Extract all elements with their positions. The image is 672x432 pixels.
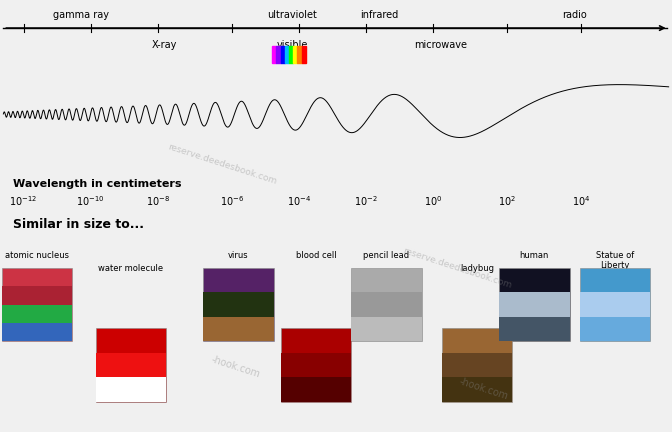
Bar <box>285 46 289 63</box>
Text: water molecule: water molecule <box>99 264 163 273</box>
Text: ultraviolet: ultraviolet <box>267 10 317 20</box>
Text: $10^{-10}$: $10^{-10}$ <box>77 194 105 208</box>
Bar <box>95 377 166 402</box>
Text: radio: radio <box>562 10 587 20</box>
Text: microwave: microwave <box>414 40 466 51</box>
Text: Similar in size to...: Similar in size to... <box>13 218 144 231</box>
Text: pencil lead: pencil lead <box>364 251 409 260</box>
Bar <box>351 268 422 341</box>
Text: $10^{0}$: $10^{0}$ <box>424 194 443 208</box>
Text: $10^{-8}$: $10^{-8}$ <box>146 194 170 208</box>
Text: $10^{-12}$: $10^{-12}$ <box>9 194 38 208</box>
Text: -hook.com: -hook.com <box>458 376 509 401</box>
Bar <box>281 377 351 402</box>
Bar <box>302 46 306 63</box>
Text: Statue of
Liberty: Statue of Liberty <box>596 251 634 270</box>
Text: $10^{-4}$: $10^{-4}$ <box>287 194 311 208</box>
Text: virus: virus <box>228 251 249 260</box>
Text: $10^{4}$: $10^{4}$ <box>572 194 591 208</box>
Bar <box>297 46 302 63</box>
Text: reserve.deedesbook.com: reserve.deedesbook.com <box>166 142 278 186</box>
Bar <box>95 353 166 377</box>
Bar <box>579 317 650 341</box>
Bar <box>442 353 512 377</box>
Bar <box>351 292 422 317</box>
Bar <box>289 46 293 63</box>
Text: blood cell: blood cell <box>296 251 336 260</box>
Text: $10^{-6}$: $10^{-6}$ <box>220 194 244 208</box>
Bar <box>203 317 274 341</box>
Bar <box>203 292 274 317</box>
Bar <box>203 268 274 341</box>
Text: human: human <box>519 251 549 260</box>
Bar <box>499 317 569 341</box>
Bar <box>95 328 166 402</box>
Bar <box>351 317 422 341</box>
Bar <box>499 292 569 317</box>
Bar <box>499 268 569 341</box>
Text: ladybug: ladybug <box>460 264 494 273</box>
Bar <box>2 305 73 323</box>
Bar <box>579 268 650 341</box>
Text: $10^{2}$: $10^{2}$ <box>499 194 516 208</box>
Bar <box>2 268 73 341</box>
Bar <box>281 46 285 63</box>
Bar <box>2 286 73 305</box>
Bar <box>442 328 512 402</box>
Bar <box>293 46 297 63</box>
Text: infrared: infrared <box>361 10 398 20</box>
Bar <box>579 292 650 317</box>
Text: atomic nucleus: atomic nucleus <box>5 251 69 260</box>
Text: reserve.deedesbook.com: reserve.deedesbook.com <box>401 246 513 290</box>
Text: -hook.com: -hook.com <box>210 355 261 380</box>
Text: $10^{-2}$: $10^{-2}$ <box>354 194 378 208</box>
Bar <box>272 46 276 63</box>
Text: visible: visible <box>277 40 308 51</box>
Text: X-ray: X-ray <box>152 40 177 51</box>
Text: gamma ray: gamma ray <box>52 10 109 20</box>
Text: Wavelength in centimeters: Wavelength in centimeters <box>13 178 182 189</box>
Bar <box>2 323 73 341</box>
Bar <box>442 377 512 402</box>
Bar <box>281 328 351 402</box>
Bar <box>281 353 351 377</box>
Bar <box>276 46 281 63</box>
